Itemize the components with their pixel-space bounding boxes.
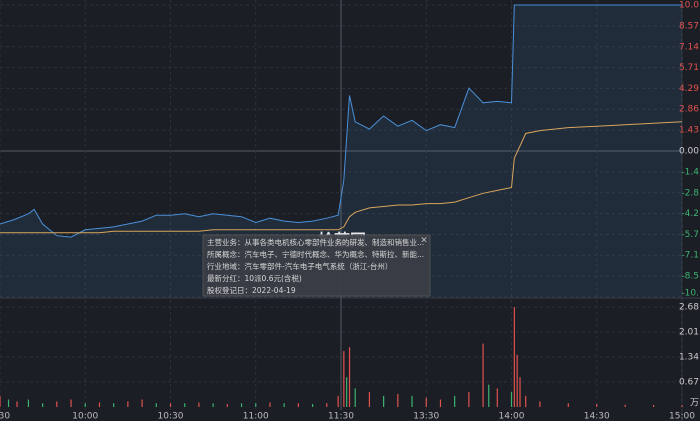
info-box-bg xyxy=(202,234,431,297)
volume-bar xyxy=(346,377,348,407)
volume-bar xyxy=(311,404,314,407)
volume-bar xyxy=(343,351,345,407)
y-tick-label: -10. xyxy=(681,289,699,299)
info-row: 行业地域：汽车零部件-汽车电子电气系统（浙江-台州） xyxy=(207,261,392,271)
volume-bar xyxy=(567,403,569,407)
y-tick-label: 4.29 xyxy=(679,84,699,94)
volume-bar xyxy=(326,403,328,407)
y-tick-label: -4.2 xyxy=(681,209,699,219)
y-tick-label: -7.1 xyxy=(681,251,699,261)
volume-bar xyxy=(226,404,228,407)
x-tick-label: 11:00 xyxy=(243,412,269,421)
volume-bar xyxy=(488,384,490,407)
volume-bar xyxy=(56,401,58,407)
y-tick-label: 8.57 xyxy=(679,21,699,31)
price-line xyxy=(0,4,682,238)
volume-bar xyxy=(519,377,521,407)
y-tick-label: -8.5 xyxy=(681,272,699,282)
volume-bar xyxy=(482,343,484,407)
x-tick-label: 10:30 xyxy=(158,412,184,421)
volume-bar xyxy=(297,403,299,407)
volume-bar xyxy=(98,402,101,407)
volume-bar xyxy=(113,403,115,407)
volume-bar xyxy=(681,405,683,407)
x-tick-label: 13:30 xyxy=(413,412,439,421)
volume-bar xyxy=(283,403,285,407)
volume-bar xyxy=(169,403,172,407)
price-line xyxy=(0,121,683,234)
volume-bar xyxy=(454,395,456,407)
volume-bar xyxy=(397,393,399,407)
y-tick-label: -5.7 xyxy=(681,230,699,240)
volume-bar xyxy=(84,403,86,407)
volume-bar xyxy=(212,403,214,407)
y-tick-label: 0.67 xyxy=(679,378,699,388)
x-tick-label: 10:00 xyxy=(72,412,98,421)
volume-bar xyxy=(516,354,518,407)
volume-bar xyxy=(425,397,427,407)
volume-bar xyxy=(383,395,385,407)
volume-bar xyxy=(240,403,243,407)
volume-bar xyxy=(596,404,598,407)
volume-bar xyxy=(513,307,515,407)
volume-bar xyxy=(155,403,157,407)
y-tick-label: 5.71 xyxy=(679,63,699,73)
unit-label: 万 xyxy=(690,399,699,409)
volume-bar xyxy=(510,392,513,407)
volume-bar xyxy=(652,405,655,407)
x-tick-label: 11:30 xyxy=(328,412,354,421)
volume-bar xyxy=(184,403,186,407)
volume-bar xyxy=(42,403,44,407)
y-tick-label: 1.43 xyxy=(679,126,699,136)
y-tick-label: -1.4 xyxy=(681,167,699,177)
volume-bar xyxy=(525,395,527,407)
y-tick-label: 2.86 xyxy=(679,105,699,115)
y-tick-label: 2.68 xyxy=(679,303,699,313)
y-tick-label: -2.8 xyxy=(681,188,699,198)
x-tick-label: 14:30 xyxy=(584,412,610,421)
x-tick-label: 15:00 xyxy=(669,412,695,421)
volume-bar xyxy=(27,399,30,407)
x-tick-label: 14:00 xyxy=(499,412,525,421)
y-tick-label: 2.01 xyxy=(679,328,699,338)
volume-bar xyxy=(7,399,10,407)
volume-bar xyxy=(539,401,541,407)
volume-bar xyxy=(141,399,143,407)
y-tick-label: 1.34 xyxy=(679,353,699,363)
y-tick-label: 10.0 xyxy=(679,1,699,11)
volume-bar xyxy=(496,388,498,407)
info-box: × 主营业务：从事各类电机核心零部件业务的研发、制造和销售业... 所属概念：汽… xyxy=(202,234,431,297)
area xyxy=(0,5,682,297)
volume-bar xyxy=(255,403,257,407)
volume-bar xyxy=(411,395,413,407)
volume-bar xyxy=(198,402,200,407)
volume-bar xyxy=(16,401,18,407)
volume-bar xyxy=(337,395,339,407)
x-tick-label: 9:30 xyxy=(0,412,10,421)
close-button[interactable]: × xyxy=(420,236,428,246)
volume-bar xyxy=(624,404,626,407)
volume-bar xyxy=(127,401,129,407)
info-row: 所属概念：汽车电子、宁德时代概念、华为概念、特斯拉、新能... xyxy=(207,249,424,259)
volume-bar xyxy=(348,347,351,407)
info-row: 最新分红：10派0.6元(含税) xyxy=(207,273,302,283)
volume-bar xyxy=(269,402,271,407)
volume-bar xyxy=(70,399,72,407)
y-tick-label: 7.14 xyxy=(679,42,699,52)
volume-bar xyxy=(354,388,356,407)
info-row: 主营业务：从事各类电机核心零部件业务的研发、制造和销售业... xyxy=(207,237,424,247)
info-row: 股权登记日：2022-04-19 xyxy=(207,285,296,295)
volume-bar xyxy=(0,395,1,407)
y-tick-label: 0.00 xyxy=(679,147,699,157)
volume-bar xyxy=(468,392,470,407)
volume-bar xyxy=(368,392,371,407)
volume-bar xyxy=(439,399,442,407)
